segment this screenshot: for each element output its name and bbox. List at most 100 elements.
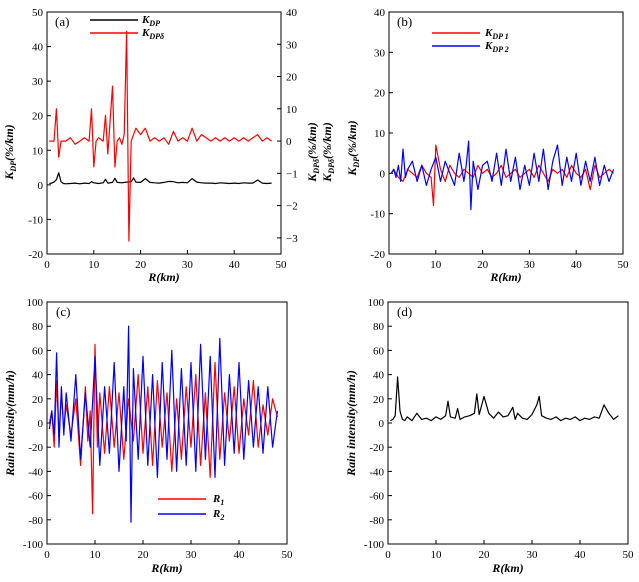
panel-d-xtick-label-4: 40	[575, 549, 587, 561]
panel-c-ytick-label-6: 20	[32, 394, 44, 406]
panel-b-legend: KDP 1 KDP 2	[432, 27, 509, 54]
panel-b-label: (b)	[397, 14, 412, 29]
panel-d-ticks: 0 10 20 30 40 50 -100 -80 -60 -40 -20 0 20 40 60 80 100	[364, 297, 634, 561]
panel-d-ytick-label-3: -40	[369, 466, 384, 478]
panel-c-ylabel: Rain intensity(mm/h)	[3, 370, 17, 477]
panel-b-ylabel-inner: KDP(%/km)	[345, 120, 361, 176]
panel-c-series-1-line	[48, 325, 278, 523]
panel-a: 0 10 20 30 40 50 -20 -10 0 10 20 30 40 50 −3 −2 −1 0 10 20 3…	[2, 7, 321, 284]
panel-c-ytick-label-10: 100	[27, 297, 44, 309]
panel-b-ytick-label-6: 40	[374, 7, 386, 19]
panel-b-ytick-label-5: 30	[374, 47, 386, 59]
panel-a-ytick-label-5: 30	[32, 76, 44, 88]
panel-d-xtick-label-0: 0	[385, 549, 391, 561]
panel-c-label: (c)	[56, 304, 70, 319]
panel-c-ytick-label-7: 40	[32, 370, 44, 382]
panel-d-xlabel: R(km)	[491, 561, 523, 575]
panel-b-xtick-label-1: 10	[430, 259, 442, 271]
panel-c: 0 10 20 30 40 50-100-80-60-40-20020406080100 …	[3, 297, 293, 575]
legend-text-r1: R1	[212, 493, 224, 507]
panel-a-ytick-label-0: -20	[28, 249, 43, 261]
panel-a-y2tick-label-5: 20	[286, 72, 298, 84]
panel-c-ytick-label-1: -80	[28, 515, 43, 527]
panel-c-ytick-label-3: -40	[28, 466, 43, 478]
panel-b-xtick-label-2: 20	[477, 259, 489, 271]
panel-a-ytick-label-4: 20	[32, 111, 44, 123]
panel-d-ylabel: Rain intensity(mm/h)	[344, 370, 358, 477]
panel-c-series	[48, 325, 278, 523]
panel-b-ytick-label-2: 0	[380, 168, 386, 180]
legend-text-kdp1: KDP 1	[484, 27, 509, 41]
panel-d: 0 10 20 30 40 50-100-80-60-40-20020406080100 …	[344, 297, 634, 575]
panel-d-xtick-label-3: 30	[527, 549, 539, 561]
panel-c-ticks: 0 10 20 30 40 50 -100 -80 -60 -40 -20 0 20 40 60 80 100	[23, 297, 293, 561]
panel-d-ytick-label-8: 60	[373, 345, 385, 357]
panel-b-ytick-label-1: -10	[370, 209, 385, 221]
panel-b-frame	[388, 11, 624, 255]
panel-d-xtick-label-1: 10	[431, 549, 443, 561]
panel-a-series-0-line	[49, 172, 272, 185]
panel-a-legend: KDP KDPδ	[90, 14, 164, 41]
panel-b-series	[390, 140, 615, 211]
panel-a-y2tick-label-6: 30	[286, 39, 298, 51]
panel-c-xtick-label-2: 20	[138, 549, 150, 561]
panel-d-label: (d)	[397, 304, 412, 319]
panel-d-xtick-label-5: 50	[623, 549, 635, 561]
panel-b-xlabel: R(km)	[489, 270, 521, 284]
panel-a-ytick-label-2: 0	[38, 180, 44, 192]
panel-d-ytick-label-4: -20	[369, 442, 384, 454]
panel-b-ytick-label-0: -20	[370, 249, 385, 261]
panel-a-xtick-label-2: 20	[135, 259, 147, 271]
panel-a-y2tick-label-3: 0	[286, 136, 292, 148]
panel-a-y2tick-label-4: 10	[286, 104, 298, 116]
panel-a-y2tick-label-7: 40	[286, 7, 298, 19]
panel-c-legend: R1 R2	[154, 488, 244, 524]
panel-a-ticks: 0 10 20 30 40 50 -20 -10 0 10 20 30 40 50 −3 −2 −1 0 10 20 3…	[28, 7, 298, 271]
panel-a-xlabel: R(km)	[147, 270, 179, 284]
panel-c-xtick-label-5: 50	[282, 549, 294, 561]
panel-c-series-0-line	[48, 343, 278, 515]
panel-d-ytick-label-1: -80	[369, 515, 384, 527]
panel-a-y2tick-label-2: −1	[286, 168, 298, 180]
legend-text-kdp2: KDP 2	[484, 40, 509, 54]
panel-c-frame	[46, 301, 288, 545]
panel-c-ytick-label-0: -100	[23, 539, 44, 551]
panel-d-ytick-label-2: -60	[369, 491, 384, 503]
panel-d-series-0-line	[390, 376, 619, 422]
panel-b-xtick-label-5: 50	[618, 259, 630, 271]
panel-a-xtick-label-0: 0	[44, 259, 50, 271]
panel-d-ytick-label-9: 80	[373, 321, 385, 333]
panel-a-label: (a)	[55, 14, 69, 29]
panel-b-xtick-label-0: 0	[386, 259, 392, 271]
legend-background	[154, 488, 244, 524]
panel-b-ytick-label-4: 20	[374, 88, 386, 100]
panel-b-xtick-label-4: 40	[571, 259, 583, 271]
panel-a-y2label: KDPδ(%/km)	[305, 122, 321, 182]
panel-d-xtick-label-2: 20	[479, 549, 491, 561]
panel-b: 0 10 20 30 40 50 -20 -10 0 10 20 30 40 (b) KDP 1 KDP…	[320, 7, 629, 284]
legend-text-r2: R2	[212, 508, 224, 522]
panel-c-xtick-label-0: 0	[44, 549, 50, 561]
panel-b-ticks: 0 10 20 30 40 50 -20 -10 0 10 20 30 40	[370, 7, 629, 271]
panel-c-xlabel: R(km)	[150, 561, 182, 575]
panel-a-series-1-line	[49, 30, 272, 242]
panel-c-ytick-label-5: 0	[38, 418, 44, 430]
legend-text-kdpdelta: KDPδ	[141, 27, 164, 41]
panel-a-frame	[46, 11, 282, 255]
panel-d-ytick-label-10: 100	[368, 297, 385, 309]
panel-a-series	[49, 30, 272, 242]
panel-a-ytick-label-3: 10	[32, 145, 44, 157]
panel-a-xtick-label-1: 10	[88, 259, 100, 271]
panel-d-ytick-label-7: 40	[373, 370, 385, 382]
panel-c-xtick-label-1: 10	[90, 549, 102, 561]
panel-a-xtick-label-3: 30	[182, 259, 194, 271]
panel-a-ytick-label-1: -10	[28, 214, 43, 226]
panel-c-ytick-label-2: -60	[28, 491, 43, 503]
panel-c-ytick-label-4: -20	[28, 442, 43, 454]
panel-a-ylabel: KDP(%/km)	[2, 124, 18, 180]
panel-c-xtick-label-4: 40	[234, 549, 246, 561]
panel-a-xtick-label-4: 40	[229, 259, 241, 271]
panel-d-ytick-label-0: -100	[364, 539, 385, 551]
panel-b-ytick-label-3: 10	[374, 128, 386, 140]
